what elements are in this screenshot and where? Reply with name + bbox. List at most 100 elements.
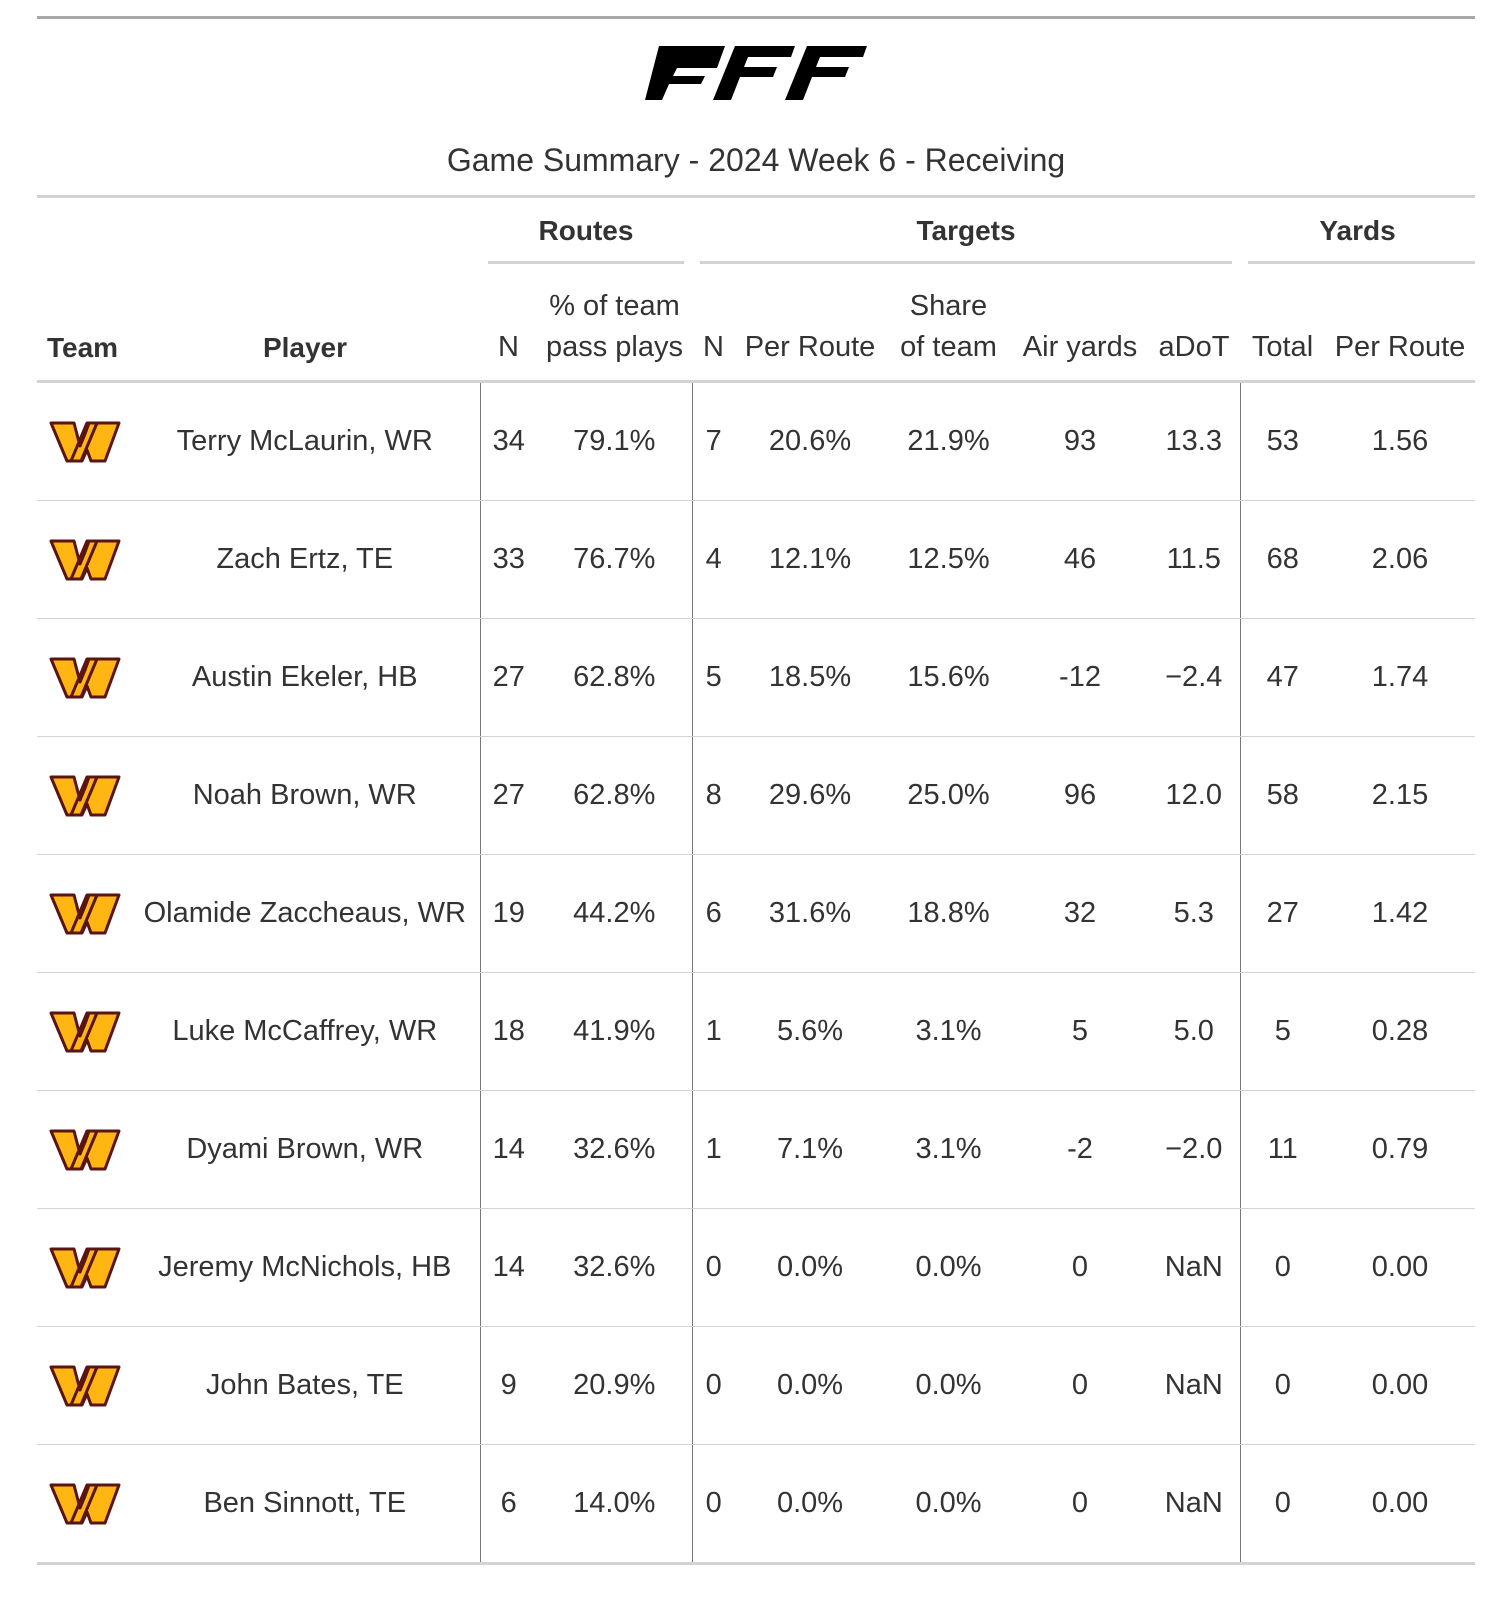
table-row: Luke McCaffrey, WR 18 41.9% 1 5.6% 3.1% 5 5.0 5 0… (37, 972, 1476, 1091)
team-logo-cell (37, 1444, 130, 1565)
cell-routes-pct: 44.2% (537, 854, 692, 973)
cell-air-yards: -12 (1012, 618, 1148, 737)
table-row: Terry McLaurin, WR 34 79.1% 7 20.6% 21.9% 93 13… (37, 381, 1476, 501)
spanner-routes: Routes (480, 198, 692, 264)
cell-yards-per-route: 0.28 (1325, 972, 1476, 1091)
cell-routes-pct: 79.1% (537, 381, 692, 501)
cell-targets-per-route: 29.6% (735, 736, 885, 855)
cell-yards-total: 0 (1239, 1326, 1326, 1445)
team-logo-cell (37, 500, 130, 619)
cell-share: 0.0% (885, 1208, 1012, 1327)
col-yards-per-route: Per Route (1325, 264, 1476, 383)
cell-routes-n: 33 (479, 500, 537, 619)
table-row: John Bates, TE 9 20.9% 0 0.0% 0.0% 0 NaN 0 0.00 (37, 1326, 1476, 1445)
cell-share: 0.0% (885, 1326, 1012, 1445)
cell-yards-per-route: 0.79 (1325, 1090, 1476, 1209)
commanders-w-logo-icon (49, 1247, 121, 1288)
col-routes-n: N (480, 264, 537, 383)
top-rule (37, 16, 1475, 19)
cell-air-yards: 96 (1012, 736, 1148, 855)
cell-adot: NaN (1148, 1444, 1241, 1565)
cell-routes-pct: 32.6% (537, 1208, 692, 1327)
cell-air-yards: -2 (1012, 1090, 1148, 1209)
cell-yards-per-route: 1.56 (1325, 381, 1476, 501)
spanner-targets: Targets (692, 198, 1240, 264)
cell-routes-n: 27 (479, 618, 537, 737)
cell-player: Luke McCaffrey, WR (130, 972, 480, 1091)
cell-player: Terry McLaurin, WR (130, 381, 480, 501)
cell-yards-per-route: 1.74 (1325, 618, 1476, 737)
cell-targets-n: 7 (691, 381, 735, 501)
cell-targets-n: 1 (691, 972, 735, 1091)
cell-share: 18.8% (885, 854, 1012, 973)
commanders-w-logo-icon (49, 1129, 121, 1170)
cell-targets-per-route: 20.6% (735, 381, 885, 501)
cell-player: Dyami Brown, WR (130, 1090, 480, 1209)
cell-targets-n: 0 (691, 1208, 735, 1327)
col-air-yards: Air yards (1012, 264, 1148, 383)
table-row: Jeremy McNichols, HB 14 32.6% 0 0.0% 0.0% 0 NaN… (37, 1208, 1476, 1327)
cell-yards-total: 58 (1239, 736, 1326, 855)
cell-yards-per-route: 0.00 (1325, 1208, 1476, 1327)
cell-adot: −2.0 (1148, 1090, 1241, 1209)
col-targets-per-route: Per Route (735, 264, 885, 383)
cell-share: 3.1% (885, 972, 1012, 1091)
cell-player: Austin Ekeler, HB (130, 618, 480, 737)
cell-adot: 5.3 (1148, 854, 1241, 973)
cell-routes-n: 18 (479, 972, 537, 1091)
spanner-yards: Yards (1240, 198, 1476, 264)
team-logo-cell (37, 736, 130, 855)
cell-targets-per-route: 0.0% (735, 1208, 885, 1327)
cell-yards-total: 27 (1239, 854, 1326, 973)
cell-routes-n: 14 (479, 1208, 537, 1327)
cell-air-yards: 32 (1012, 854, 1148, 973)
col-team: Team (37, 264, 130, 383)
cell-share: 12.5% (885, 500, 1012, 619)
pff-logo (645, 46, 867, 100)
cell-targets-n: 0 (691, 1326, 735, 1445)
commanders-w-logo-icon (49, 1483, 121, 1524)
cell-routes-pct: 14.0% (537, 1444, 692, 1565)
cell-routes-pct: 62.8% (537, 736, 692, 855)
cell-air-yards: 46 (1012, 500, 1148, 619)
commanders-w-logo-icon (49, 421, 121, 462)
commanders-w-logo-icon (49, 775, 121, 816)
cell-targets-n: 4 (691, 500, 735, 619)
team-logo-cell (37, 1326, 130, 1445)
cell-targets-n: 6 (691, 854, 735, 973)
table-row: Olamide Zaccheaus, WR 19 44.2% 6 31.6% 18.8% 3… (37, 854, 1476, 973)
commanders-w-logo-icon (49, 539, 121, 580)
title-rule (37, 195, 1475, 198)
cell-adot: 13.3 (1148, 381, 1241, 501)
cell-air-yards: 0 (1012, 1444, 1148, 1565)
cell-player: Ben Sinnott, TE (130, 1444, 480, 1565)
cell-routes-n: 6 (479, 1444, 537, 1565)
cell-adot: 11.5 (1148, 500, 1241, 619)
cell-air-yards: 0 (1012, 1326, 1148, 1445)
team-logo-cell (37, 1208, 130, 1327)
cell-yards-total: 5 (1239, 972, 1326, 1091)
commanders-w-logo-icon (49, 1365, 121, 1406)
cell-yards-total: 47 (1239, 618, 1326, 737)
cell-targets-per-route: 5.6% (735, 972, 885, 1091)
table-title: Game Summary - 2024 Week 6 - Receiving (446, 142, 1066, 178)
cell-adot: NaN (1148, 1326, 1241, 1445)
team-logo-cell (37, 381, 130, 501)
cell-routes-pct: 20.9% (537, 1326, 692, 1445)
cell-routes-n: 27 (479, 736, 537, 855)
cell-air-yards: 0 (1012, 1208, 1148, 1327)
cell-yards-per-route: 2.15 (1325, 736, 1476, 855)
cell-targets-n: 0 (691, 1444, 735, 1565)
table-row: Austin Ekeler, HB 27 62.8% 5 18.5% 15.6% -12 −2… (37, 618, 1476, 737)
cell-share: 3.1% (885, 1090, 1012, 1209)
commanders-w-logo-icon (49, 893, 121, 934)
cell-air-yards: 93 (1012, 381, 1148, 501)
team-logo-cell (37, 854, 130, 973)
cell-player: Jeremy McNichols, HB (130, 1208, 480, 1327)
cell-yards-per-route: 0.00 (1325, 1444, 1476, 1565)
cell-adot: 12.0 (1148, 736, 1241, 855)
col-targets-share: Share of team (885, 264, 1012, 383)
table-row: Zach Ertz, TE 33 76.7% 4 12.1% 12.5% 46 11.5 68 2… (37, 500, 1476, 619)
col-player: Player (130, 264, 480, 383)
team-logo-cell (37, 972, 130, 1091)
